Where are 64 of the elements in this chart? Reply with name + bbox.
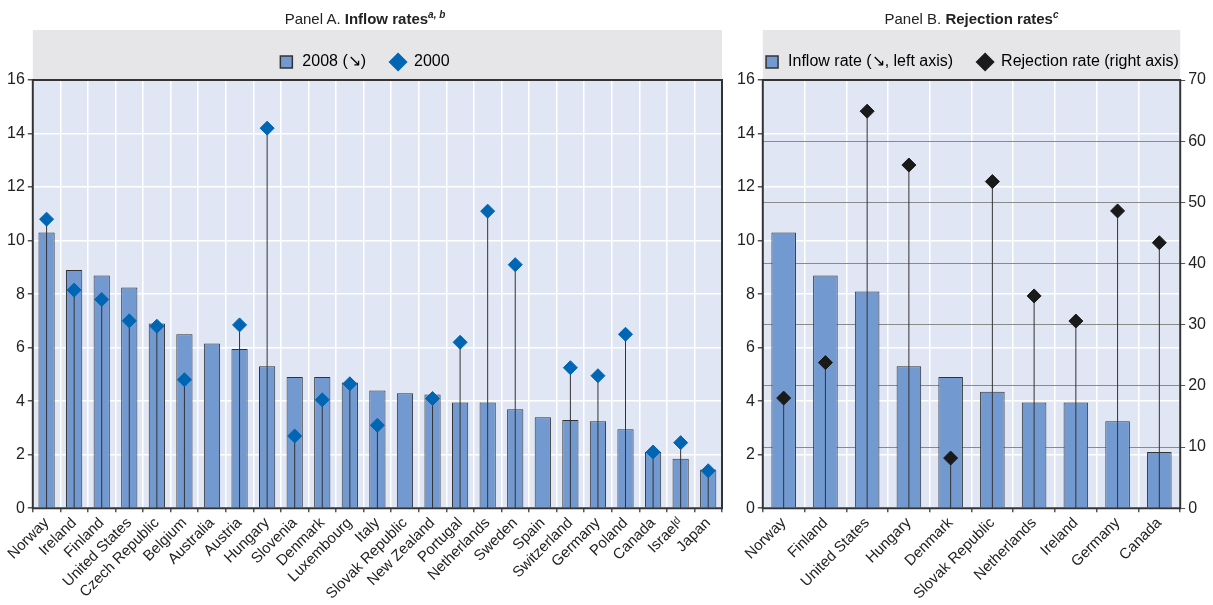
chart-title: Panel B. Rejection rates$^{c}$ <box>883 8 1060 29</box>
point <box>480 203 496 219</box>
y-tick-label: 14 <box>7 123 25 141</box>
y-tick-label: 8 <box>15 284 25 302</box>
point <box>121 313 137 329</box>
legend-label: Inflow rate (↘, left axis) <box>788 52 954 70</box>
y2-tick-label: 50 <box>1188 192 1207 210</box>
legend-label: 2000 <box>414 52 450 70</box>
y-tick-label: 16 <box>7 70 25 88</box>
y-tick-label: 16 <box>737 70 755 88</box>
point <box>562 360 578 376</box>
point <box>259 120 275 136</box>
point <box>1151 235 1167 251</box>
point <box>425 390 441 406</box>
point <box>673 435 689 451</box>
point <box>817 355 833 371</box>
y-tick-label: 12 <box>7 177 25 195</box>
point <box>1026 288 1042 304</box>
point <box>507 257 523 273</box>
point <box>314 392 330 408</box>
point <box>66 282 82 298</box>
point <box>645 444 661 460</box>
legend-label: 2008 (↘) <box>302 52 367 70</box>
point <box>776 390 792 406</box>
point <box>176 372 192 388</box>
y-tick-label: 2 <box>745 445 755 463</box>
y-tick-label: 6 <box>745 338 755 356</box>
point <box>452 334 468 350</box>
point <box>590 368 606 384</box>
y-tick-label: 10 <box>737 230 755 248</box>
y-tick-label: 2 <box>15 445 25 463</box>
y-tick-label: 0 <box>745 498 755 516</box>
point <box>901 157 917 173</box>
point <box>369 417 385 433</box>
y2-tick-label: 30 <box>1188 315 1207 333</box>
y-tick-label: 4 <box>745 391 755 409</box>
y2-tick-label: 0 <box>1188 498 1198 516</box>
y-tick-label: 14 <box>737 123 755 141</box>
y-tick-label: 4 <box>15 391 25 409</box>
legend-label: Rejection rate (right axis) <box>1001 52 1179 70</box>
y-tick-label: 6 <box>15 338 25 356</box>
point <box>943 450 959 466</box>
y-tick-label: 0 <box>15 498 25 516</box>
y2-tick-label: 70 <box>1188 70 1207 88</box>
y2-tick-label: 10 <box>1188 437 1207 455</box>
point <box>94 291 110 307</box>
point <box>342 376 358 392</box>
point <box>232 317 248 333</box>
point <box>859 103 875 119</box>
point <box>618 326 634 342</box>
point <box>1110 203 1126 219</box>
point <box>287 428 303 444</box>
chart-title: Panel A. Inflow rates$^{a, b}$ <box>283 8 447 29</box>
y-tick-label: 10 <box>7 230 25 248</box>
point <box>1068 313 1084 329</box>
point <box>149 318 165 334</box>
point <box>700 463 716 479</box>
point <box>39 211 55 227</box>
y2-tick-label: 40 <box>1188 253 1207 271</box>
y-tick-label: 8 <box>745 284 755 302</box>
y-tick-label: 12 <box>737 177 755 195</box>
y2-tick-label: 20 <box>1188 376 1207 394</box>
point <box>984 174 1000 190</box>
y2-tick-label: 60 <box>1188 131 1207 149</box>
